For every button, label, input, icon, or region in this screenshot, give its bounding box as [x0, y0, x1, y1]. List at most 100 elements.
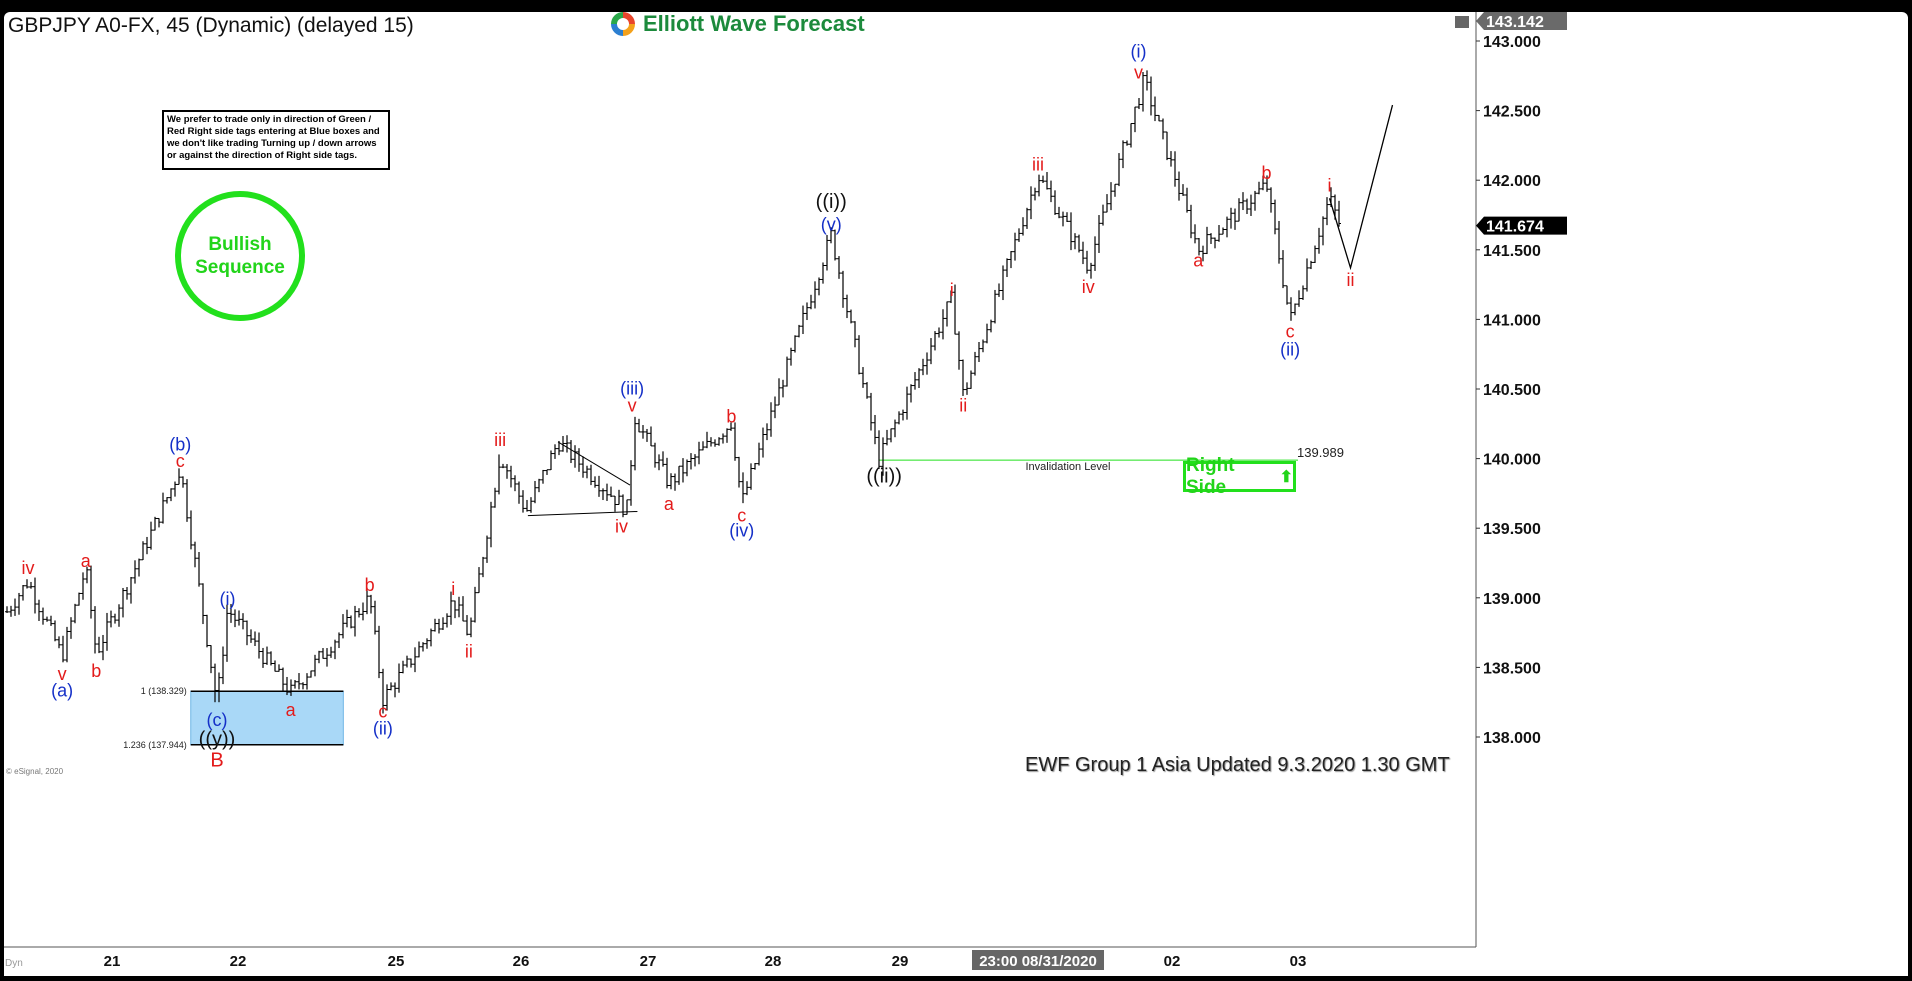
- price-bar: [1245, 198, 1249, 215]
- wave-label: (i): [220, 589, 236, 609]
- price-bar: [1109, 182, 1113, 211]
- price-bar: [725, 428, 729, 443]
- price-bar: [213, 663, 217, 703]
- price-bar: [1149, 76, 1153, 116]
- price-bar: [313, 654, 317, 677]
- price-bar: [1133, 106, 1137, 133]
- price-bar: [1001, 265, 1005, 301]
- triangle-line: [557, 441, 631, 486]
- price-bar: [353, 605, 357, 637]
- price-bar: [649, 426, 653, 447]
- price-bar: [37, 599, 41, 621]
- price-bar: [717, 437, 721, 446]
- wave-label: (a): [51, 681, 73, 701]
- price-bar: [641, 425, 645, 439]
- price-bar: [1249, 194, 1253, 216]
- price-bar: [829, 227, 833, 244]
- price-bar: [953, 284, 957, 335]
- price-bar: [505, 464, 509, 479]
- price-bar: [373, 600, 377, 635]
- price-bar: [221, 646, 225, 685]
- logo-icon: [611, 12, 635, 36]
- price-bar: [413, 647, 417, 673]
- price-bar: [493, 487, 497, 508]
- update-footer: EWF Group 1 Asia Updated 9.3.2020 1.30 G…: [1025, 754, 1450, 776]
- wave-label: ii: [1347, 270, 1355, 290]
- wave-label: (c): [207, 710, 228, 730]
- price-bar: [1105, 194, 1109, 213]
- price-bar: [1157, 114, 1161, 122]
- price-bar: [1253, 190, 1257, 211]
- price-bar: [661, 451, 665, 467]
- price-bar: [821, 262, 825, 284]
- price-bar: [1029, 186, 1033, 220]
- price-bar: [1269, 187, 1273, 213]
- price-bar: [141, 541, 145, 561]
- price-bar: [1177, 171, 1181, 201]
- restore-window-icon[interactable]: [1455, 16, 1469, 28]
- price-bar: [581, 456, 585, 478]
- price-bar: [137, 558, 141, 577]
- price-bar: [57, 636, 61, 649]
- price-bar: [905, 386, 909, 420]
- price-bar: [465, 615, 469, 636]
- price-bar: [749, 463, 753, 490]
- price-bar: [605, 483, 609, 501]
- y-tick-label: 142.500: [1483, 104, 1541, 121]
- price-bar: [1101, 204, 1105, 226]
- price-bar: [985, 323, 989, 344]
- price-bar: [969, 370, 973, 389]
- price-bar: [525, 499, 529, 512]
- price-bar: [777, 378, 781, 406]
- price-bar: [613, 495, 617, 512]
- projection-path: [1328, 104, 1394, 271]
- wave-label: c: [378, 702, 387, 722]
- price-bar: [1285, 285, 1289, 305]
- price-bar: [705, 431, 709, 449]
- price-bar: [1333, 194, 1337, 220]
- x-tick-label: 29: [892, 953, 909, 970]
- price-bar: [1273, 199, 1277, 235]
- price-bar: [397, 663, 401, 693]
- price-bar: [553, 444, 557, 459]
- price-bar: [405, 655, 409, 668]
- chart-title: GBPJPY A0-FX, 45 (Dynamic) (delayed 15): [8, 14, 414, 37]
- price-bar: [681, 458, 685, 483]
- price-bar: [745, 481, 749, 496]
- triangle-line: [527, 510, 638, 517]
- price-bar: [1049, 180, 1053, 203]
- price-bar: [729, 422, 733, 431]
- wave-label: b: [365, 575, 375, 595]
- price-bar: [205, 614, 209, 648]
- price-bar: [797, 324, 801, 338]
- price-bar: [1309, 260, 1313, 270]
- price-bar: [161, 492, 165, 524]
- price-bar: [229, 603, 233, 623]
- price-bar: [305, 673, 309, 690]
- price-bar: [341, 614, 345, 639]
- price-bar: [577, 448, 581, 472]
- price-bar: [269, 651, 273, 666]
- price-bar: [281, 667, 285, 691]
- price-bar: [349, 615, 353, 629]
- price-bar: [1225, 216, 1229, 238]
- price-bar: [497, 454, 501, 495]
- price-bar: [1053, 190, 1057, 215]
- price-bar: [889, 428, 893, 443]
- price-bar: [489, 501, 493, 548]
- price-bar: [1301, 285, 1305, 300]
- price-bar: [393, 682, 397, 698]
- price-bar: [957, 331, 961, 370]
- price-bar: [9, 605, 13, 617]
- price-bar: [121, 587, 125, 618]
- price-bar: [301, 682, 305, 690]
- price-bar: [1181, 184, 1185, 196]
- price-bar: [385, 684, 389, 711]
- price-bar: [529, 497, 533, 513]
- price-bar: [869, 392, 873, 431]
- price-axis[interactable]: [1476, 12, 1567, 947]
- price-bar: [1137, 98, 1141, 110]
- price-bar: [361, 602, 365, 621]
- price-bar: [841, 270, 845, 308]
